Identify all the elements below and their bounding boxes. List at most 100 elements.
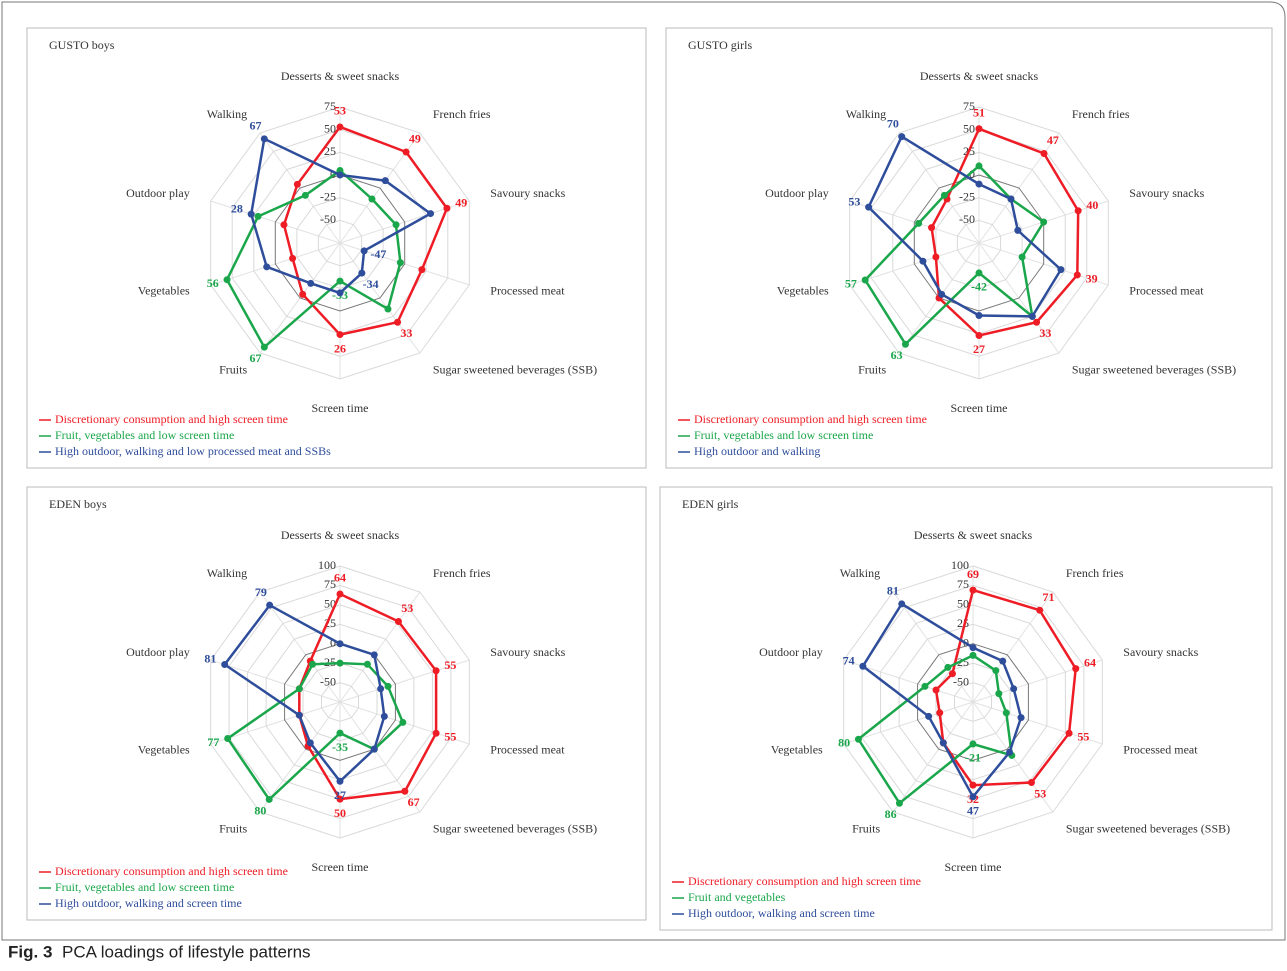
category-label: Vegetables <box>771 743 823 757</box>
value-label: 27 <box>334 788 346 802</box>
data-point <box>865 203 873 211</box>
data-point <box>969 651 977 659</box>
value-label: 53 <box>334 104 346 118</box>
panel-title: GUSTO boys <box>49 38 115 52</box>
r-tick-label: 50 <box>957 597 969 611</box>
data-point <box>969 586 977 594</box>
value-label: 28 <box>231 201 243 215</box>
data-point <box>938 290 946 298</box>
data-point <box>301 191 309 199</box>
value-label: 33 <box>400 326 412 340</box>
legend-label: High outdoor, walking and screen time <box>55 896 242 910</box>
spoke <box>339 659 470 703</box>
grid-ring <box>870 129 1088 357</box>
data-point <box>432 729 440 737</box>
value-label: 71 <box>1043 590 1055 604</box>
grid-ring <box>321 682 359 722</box>
data-point <box>360 247 368 255</box>
category-label: Screen time <box>312 401 369 415</box>
data-point <box>336 171 344 179</box>
value-label: 55 <box>444 730 456 744</box>
grid-ring <box>913 174 1045 312</box>
category-label: Outdoor play <box>759 645 823 659</box>
data-point <box>928 224 936 232</box>
data-point <box>336 795 344 803</box>
legend-label: Fruit and vegetables <box>688 890 786 904</box>
grid-ring <box>302 662 378 742</box>
category-label: Vegetables <box>138 284 190 298</box>
value-label: 79 <box>255 585 267 599</box>
value-label: 47 <box>1047 133 1059 147</box>
data-point <box>1007 195 1015 203</box>
data-point <box>336 123 344 131</box>
data-point <box>392 221 400 229</box>
grid-ring <box>284 643 396 761</box>
data-point <box>1017 714 1025 722</box>
spoke <box>210 659 341 703</box>
value-label: 55 <box>444 658 456 672</box>
data-point <box>306 739 314 747</box>
data-point <box>443 204 451 212</box>
category-label: French fries <box>1066 566 1124 580</box>
data-point <box>939 739 947 747</box>
r-tick-label: 75 <box>324 99 336 113</box>
value-label: 39 <box>1086 271 1098 285</box>
category-label: Outdoor play <box>126 645 190 659</box>
r-tick-label: 0 <box>969 167 975 181</box>
category-label: Processed meat <box>490 743 565 757</box>
value-label: 86 <box>885 807 897 821</box>
category-label: Desserts & sweet snacks <box>281 69 400 83</box>
data-point <box>293 180 301 188</box>
data-point <box>969 781 977 789</box>
r-tick-label: 25 <box>324 144 336 158</box>
data-point <box>224 735 232 743</box>
r-tick-label: 50 <box>324 121 336 135</box>
category-label: Sugar sweetened beverages (SSB) <box>433 363 597 377</box>
category-label: Desserts & sweet snacks <box>920 69 1039 83</box>
data-point <box>975 125 983 133</box>
data-point <box>975 162 983 170</box>
value-label: -34 <box>363 277 379 291</box>
data-point <box>1006 748 1014 756</box>
data-point <box>901 340 909 348</box>
value-label: 40 <box>1086 198 1098 212</box>
category-label: Savoury snacks <box>490 186 565 200</box>
spoke <box>843 701 974 745</box>
category-label: Vegetables <box>777 284 829 298</box>
data-point <box>260 343 268 351</box>
grid-ring <box>849 106 1109 380</box>
data-point <box>1002 709 1010 717</box>
r-tick-label: 0 <box>330 635 336 649</box>
r-tick-label: -25 <box>959 189 975 203</box>
data-point <box>358 269 366 277</box>
data-point <box>1040 218 1048 226</box>
grid-ring <box>210 565 470 839</box>
spoke <box>972 701 1103 745</box>
panel: GUSTO boys -50 -25 0 25 50 75 Desserts & sweet … <box>26 27 647 469</box>
spoke <box>210 701 341 745</box>
value-label: 77 <box>207 735 219 749</box>
data-point <box>859 662 867 670</box>
data-point <box>1073 271 1081 279</box>
value-label: 70 <box>887 116 899 130</box>
data-point <box>1065 729 1073 737</box>
data-point <box>370 651 378 659</box>
spoke <box>972 659 1103 703</box>
r-tick-label: 50 <box>963 121 975 135</box>
data-point <box>336 729 344 737</box>
value-label: 49 <box>455 195 467 209</box>
category-label: Walking <box>846 107 886 121</box>
panel-border <box>665 27 1273 469</box>
grid-ring <box>843 565 1103 839</box>
data-point <box>384 682 392 690</box>
data-point <box>1018 253 1026 261</box>
r-tick-label: 100 <box>951 558 969 572</box>
caption-text: PCA loadings of lifestyle patterns <box>62 942 311 961</box>
panel-border <box>26 486 647 921</box>
spoke <box>339 591 421 703</box>
category-label: Sugar sweetened beverages (SSB) <box>1072 363 1236 377</box>
data-point <box>402 148 410 156</box>
value-label: 53 <box>1034 786 1046 800</box>
data-point <box>1033 318 1041 326</box>
